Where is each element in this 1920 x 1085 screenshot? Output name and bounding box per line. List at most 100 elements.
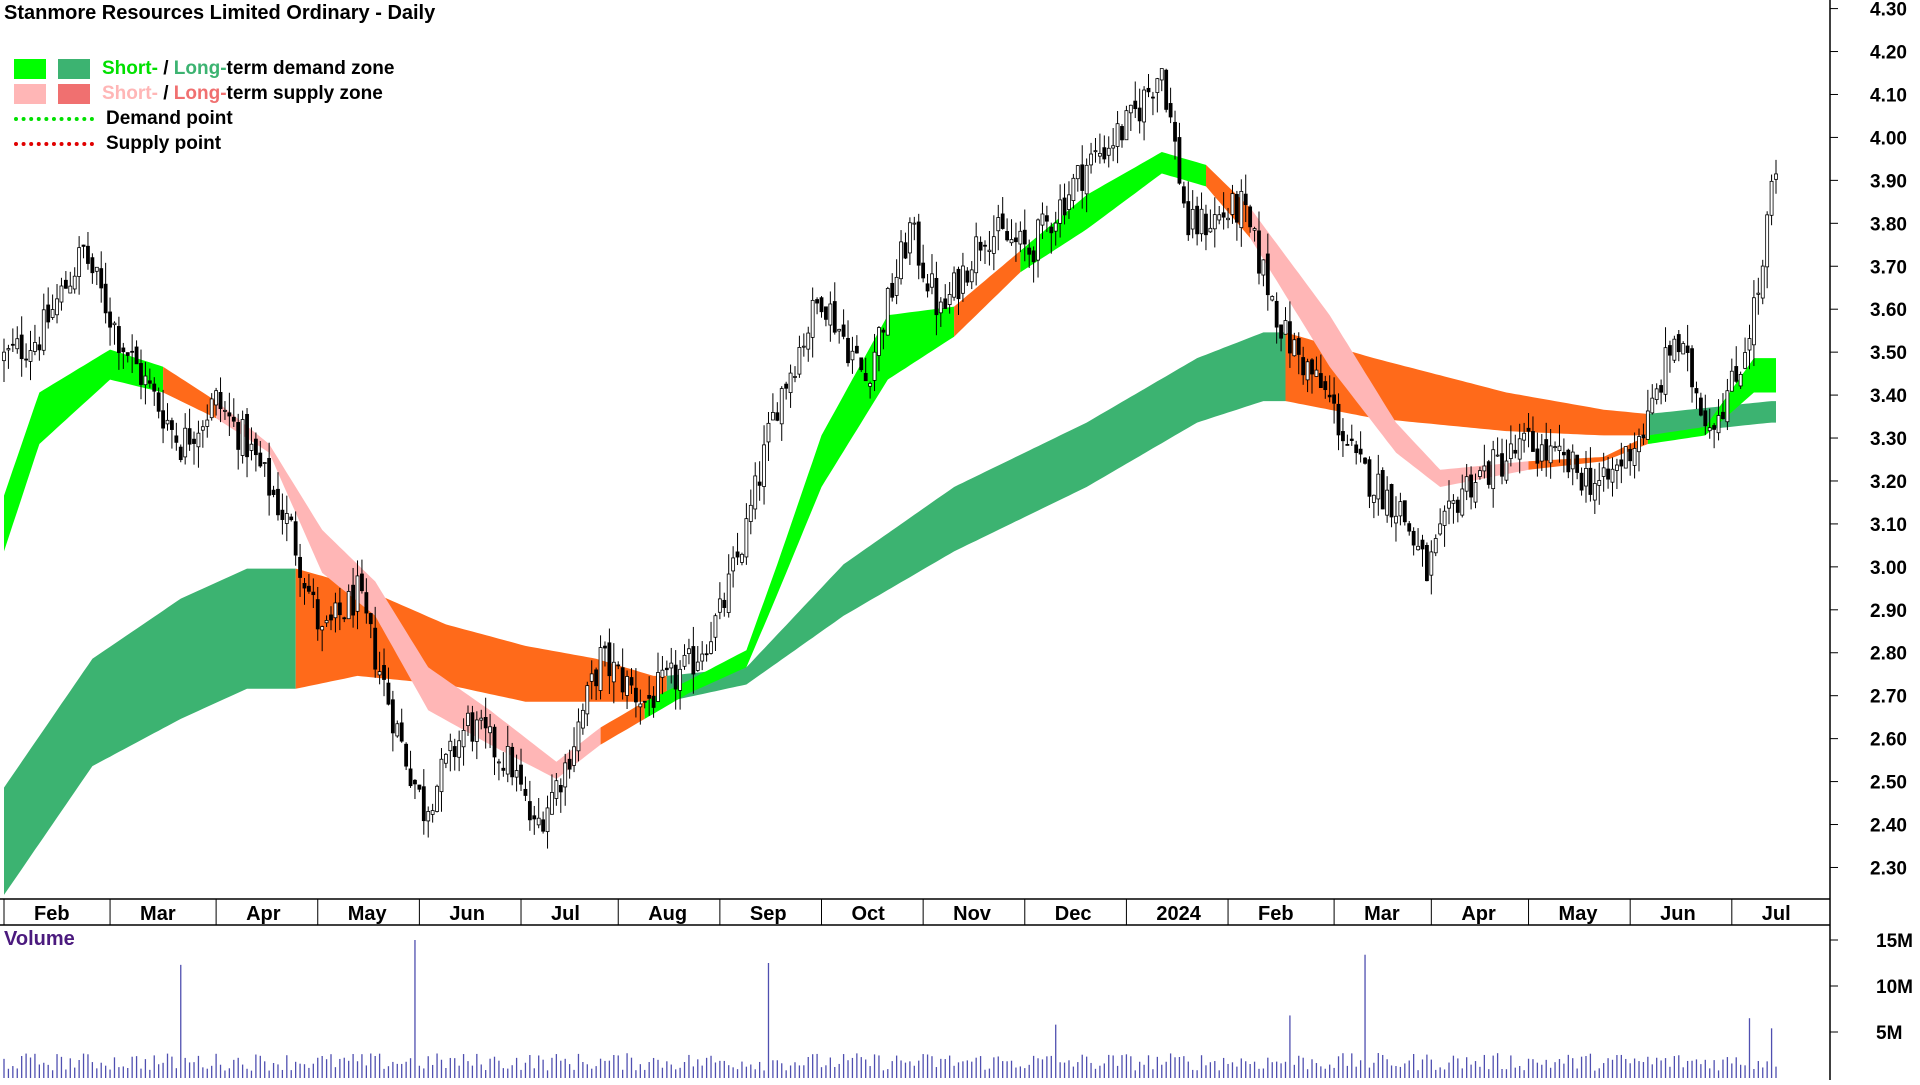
candle-body-330	[1460, 488, 1465, 516]
candle-body-369	[1632, 448, 1637, 466]
legend-short-text: Short-	[102, 57, 158, 79]
candle-body-306	[1354, 444, 1359, 454]
candle-body-46	[205, 419, 210, 427]
month-label-10: Dec	[1055, 903, 1092, 925]
candle-body-11	[50, 309, 55, 318]
candle-body-250	[1106, 147, 1111, 156]
candle-body-283	[1252, 228, 1257, 231]
candle-body-130	[576, 721, 581, 752]
short-term-zone-segment-6	[1020, 152, 1206, 273]
candle-body-324	[1433, 538, 1438, 554]
candle-body-231	[1022, 229, 1027, 245]
candle-body-161	[713, 615, 718, 638]
candle-body-146	[647, 694, 652, 699]
candle-body-185	[819, 297, 824, 313]
candle-body-243	[1075, 165, 1080, 180]
candle-body-277	[1226, 217, 1230, 221]
candle-body-132	[585, 685, 590, 715]
candle-body-170	[753, 475, 758, 510]
supply-point-line	[14, 141, 94, 146]
candle-body-143	[634, 687, 638, 703]
candle-body-365	[1615, 464, 1619, 471]
price-tick-label-11: 3.30	[1870, 429, 1907, 450]
candle-body-334	[1478, 470, 1482, 477]
candle-body-119	[527, 801, 532, 821]
candle-body-329	[1455, 499, 1460, 513]
volume-ticks: 15M 10M 5M	[1830, 931, 1913, 1044]
candle-body-25	[112, 322, 117, 326]
candle-body-319	[1411, 530, 1416, 546]
price-tick-label-16: 3.80	[1870, 214, 1907, 235]
candle-body-84	[373, 627, 378, 670]
candle-body-91	[404, 743, 409, 767]
month-label-0: Feb	[34, 903, 70, 925]
candle-body-399	[1765, 214, 1770, 268]
candle-body-394	[1743, 352, 1747, 369]
candle-body-225	[996, 217, 1001, 232]
candle-body-137	[607, 642, 612, 677]
candle-body-0	[2, 351, 6, 362]
candle-body-339	[1500, 453, 1504, 477]
candle-body-381	[1685, 345, 1690, 353]
candle-body-85	[377, 671, 382, 676]
candle-body-338	[1495, 454, 1500, 457]
candle-body-6	[28, 350, 33, 362]
candle-body-302	[1336, 403, 1341, 436]
candle-body-3	[15, 338, 20, 350]
candle-body-395	[1747, 338, 1752, 351]
candle-body-42	[187, 428, 192, 445]
candle-body-122	[541, 819, 546, 832]
candle-body-223	[987, 249, 992, 252]
legend-long-text: Long-	[173, 57, 227, 79]
candle-body-247	[1093, 150, 1098, 153]
month-label-12: Feb	[1258, 903, 1294, 925]
candle-body-398	[1760, 265, 1765, 299]
legend-slash: /	[157, 57, 174, 79]
volume-bars	[3, 940, 1777, 1078]
candle-body-364	[1610, 468, 1615, 483]
candle-body-90	[399, 722, 404, 742]
candle-body-358	[1584, 467, 1588, 487]
candle-body-108	[479, 717, 484, 721]
candle-body-189	[837, 328, 842, 332]
candle-body-153	[678, 668, 682, 691]
candle-body-382	[1690, 348, 1694, 388]
candle-body-20	[90, 257, 95, 274]
candle-body-284	[1257, 230, 1261, 274]
legend-long-text-supply: Long-	[173, 82, 227, 104]
candle-body-112	[497, 761, 501, 764]
candle-body-269	[1190, 208, 1195, 230]
short-demand-swatch	[14, 58, 46, 79]
candle-body-35	[156, 392, 161, 412]
candle-body-168	[744, 518, 749, 558]
candle-body-41	[183, 427, 188, 458]
short-supply-swatch	[14, 83, 46, 104]
candle-body-193	[854, 345, 859, 354]
candle-body-370	[1637, 436, 1641, 453]
candle-body-267	[1181, 186, 1186, 204]
candle-body-50	[223, 409, 227, 412]
price-tick-label-19: 4.10	[1870, 85, 1907, 106]
candle-body-51	[227, 412, 232, 417]
candle-body-135	[598, 647, 603, 691]
candle-body-1	[6, 348, 11, 351]
candle-body-255	[1128, 104, 1133, 114]
candle-body-226	[1000, 213, 1005, 229]
candle-body-205	[907, 222, 912, 254]
month-label-1: Mar	[140, 903, 176, 925]
candle-body-254	[1124, 110, 1129, 141]
candle-body-210	[930, 273, 934, 288]
candle-body-294	[1301, 357, 1306, 376]
candle-body-268	[1186, 201, 1191, 236]
candle-body-19	[86, 245, 90, 264]
candle-body-317	[1402, 500, 1407, 523]
month-label-9: Nov	[953, 903, 992, 925]
candle-body-10	[46, 304, 51, 323]
candle-body-368	[1628, 448, 1633, 462]
candle-body-355	[1570, 451, 1575, 470]
legend-slash-supply: /	[157, 82, 174, 104]
candle-body-149	[660, 669, 665, 678]
candle-body-249	[1102, 147, 1107, 160]
candle-body-131	[580, 709, 585, 729]
